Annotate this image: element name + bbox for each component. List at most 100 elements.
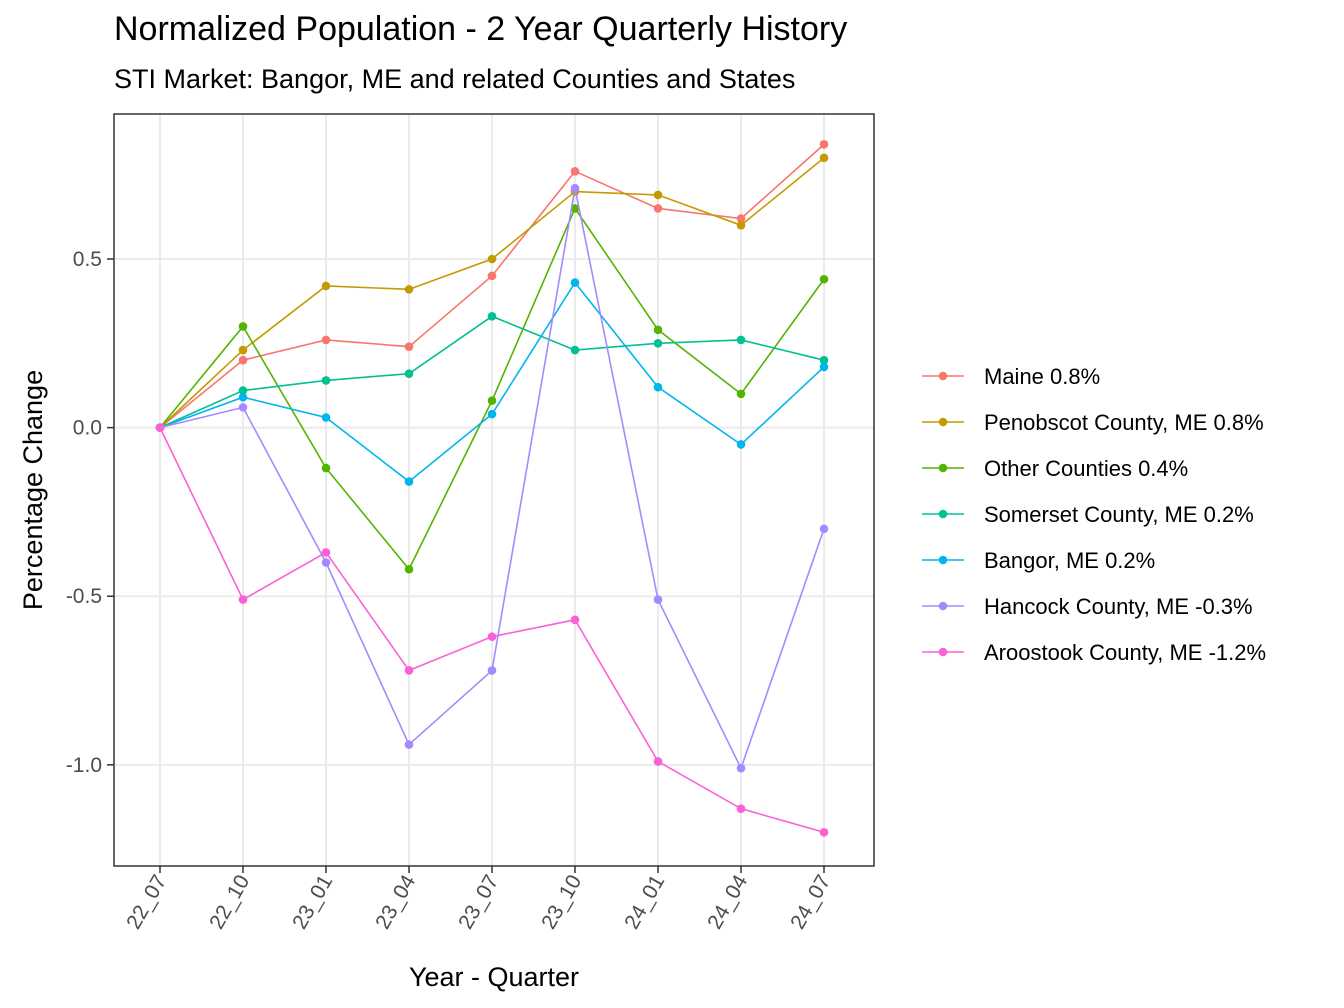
data-point — [238, 345, 248, 355]
legend-item: Aroostook County, ME -1.2% — [922, 640, 1266, 665]
data-point — [404, 740, 414, 749]
data-point — [321, 281, 331, 291]
y-axis-title: Percentage Change — [18, 370, 48, 610]
data-point — [819, 524, 829, 534]
data-point — [819, 355, 829, 365]
data-point — [321, 548, 331, 557]
legend-item: Somerset County, ME 0.2% — [922, 502, 1254, 527]
data-point — [487, 396, 497, 405]
chart-subtitle: STI Market: Bangor, ME and related Count… — [114, 64, 796, 94]
legend-label: Somerset County, ME 0.2% — [984, 502, 1254, 527]
y-axis: -1.0 -0.5 0.0 0.5 — [66, 248, 114, 777]
series-lines — [155, 140, 829, 837]
data-point — [819, 827, 829, 837]
chart-title: Normalized Population - 2 Year Quarterly… — [114, 10, 848, 48]
data-point — [321, 376, 331, 385]
data-point — [321, 413, 331, 422]
plot-border — [113, 113, 875, 867]
legend-key-point — [938, 555, 948, 565]
data-point — [487, 254, 497, 264]
data-point — [321, 558, 331, 567]
data-point — [736, 763, 746, 773]
data-point — [238, 386, 248, 395]
data-point — [653, 382, 663, 392]
data-point — [487, 271, 497, 281]
data-point — [321, 335, 331, 345]
data-point — [404, 285, 414, 294]
x-tick-label: 22_10 — [205, 871, 254, 933]
data-point — [321, 463, 331, 473]
data-point — [404, 477, 414, 486]
legend-label: Penobscot County, ME 0.8% — [984, 410, 1264, 435]
x-tick-label: 22_07 — [122, 871, 171, 933]
x-tick-label: 23_01 — [288, 871, 337, 933]
data-point — [238, 392, 248, 402]
data-point — [736, 440, 746, 449]
legend-key-point — [938, 601, 948, 611]
data-point — [238, 322, 248, 331]
legend-item: Bangor, ME 0.2% — [922, 548, 1155, 573]
data-point — [570, 615, 580, 625]
data-point — [570, 167, 580, 176]
x-tick-label: 23_07 — [454, 871, 503, 933]
data-point — [819, 153, 829, 163]
data-point — [238, 355, 248, 365]
plot-area — [113, 113, 875, 867]
data-point — [238, 595, 248, 604]
data-point — [487, 312, 497, 321]
data-point — [736, 214, 746, 223]
legend-key-point — [938, 647, 948, 657]
data-point — [736, 220, 746, 230]
data-point — [487, 409, 497, 419]
data-point — [819, 362, 829, 372]
data-point — [736, 389, 746, 399]
x-tick-label: 23_10 — [537, 871, 586, 933]
data-point — [653, 204, 663, 213]
data-point — [487, 666, 497, 675]
data-point — [653, 757, 663, 766]
data-point — [653, 325, 663, 335]
data-point — [819, 274, 829, 284]
legend-label: Aroostook County, ME -1.2% — [984, 640, 1266, 665]
data-point — [487, 632, 497, 641]
legend-key-point — [938, 371, 948, 381]
legend-key-point — [938, 463, 948, 473]
data-point — [238, 403, 248, 412]
legend-label: Bangor, ME 0.2% — [984, 548, 1155, 573]
legend-key-point — [938, 509, 948, 519]
series-3 — [155, 204, 829, 574]
legend-key-point — [938, 417, 948, 427]
data-point — [570, 183, 580, 193]
data-point — [404, 666, 414, 675]
x-axis-title: Year - Quarter — [409, 962, 579, 992]
legend-item: Other Counties 0.4% — [922, 456, 1188, 481]
data-point — [570, 278, 580, 287]
x-tick-label: 24_01 — [620, 871, 669, 933]
legend-item: Maine 0.8% — [922, 364, 1100, 389]
x-axis: 22_07 22_10 23_01 23_04 23_07 23_10 24_01 24_04… — [122, 866, 835, 933]
plot-panel — [114, 114, 874, 866]
data-point — [155, 423, 165, 432]
x-tick-label: 24_04 — [703, 871, 752, 933]
data-point — [736, 335, 746, 345]
legend: Maine 0.8% Penobscot County, ME 0.8% Other… — [922, 364, 1266, 665]
legend-item: Hancock County, ME -0.3% — [922, 594, 1253, 619]
legend-label: Hancock County, ME -0.3% — [984, 594, 1253, 619]
data-point — [570, 204, 580, 213]
data-point — [570, 345, 580, 355]
x-tick-label: 24_07 — [786, 871, 835, 933]
y-tick-label: 0.5 — [73, 248, 102, 271]
data-point — [736, 804, 746, 813]
y-tick-label: -0.5 — [66, 585, 102, 608]
data-point — [819, 140, 829, 149]
legend-item: Penobscot County, ME 0.8% — [922, 410, 1264, 435]
data-point — [404, 369, 414, 378]
y-tick-label: 0.0 — [73, 417, 102, 440]
data-point — [653, 339, 663, 348]
x-tick-label: 23_04 — [371, 871, 420, 933]
legend-label: Maine 0.8% — [984, 364, 1100, 389]
data-point — [404, 564, 414, 574]
legend-label: Other Counties 0.4% — [984, 456, 1188, 481]
y-tick-label: -1.0 — [66, 754, 102, 777]
